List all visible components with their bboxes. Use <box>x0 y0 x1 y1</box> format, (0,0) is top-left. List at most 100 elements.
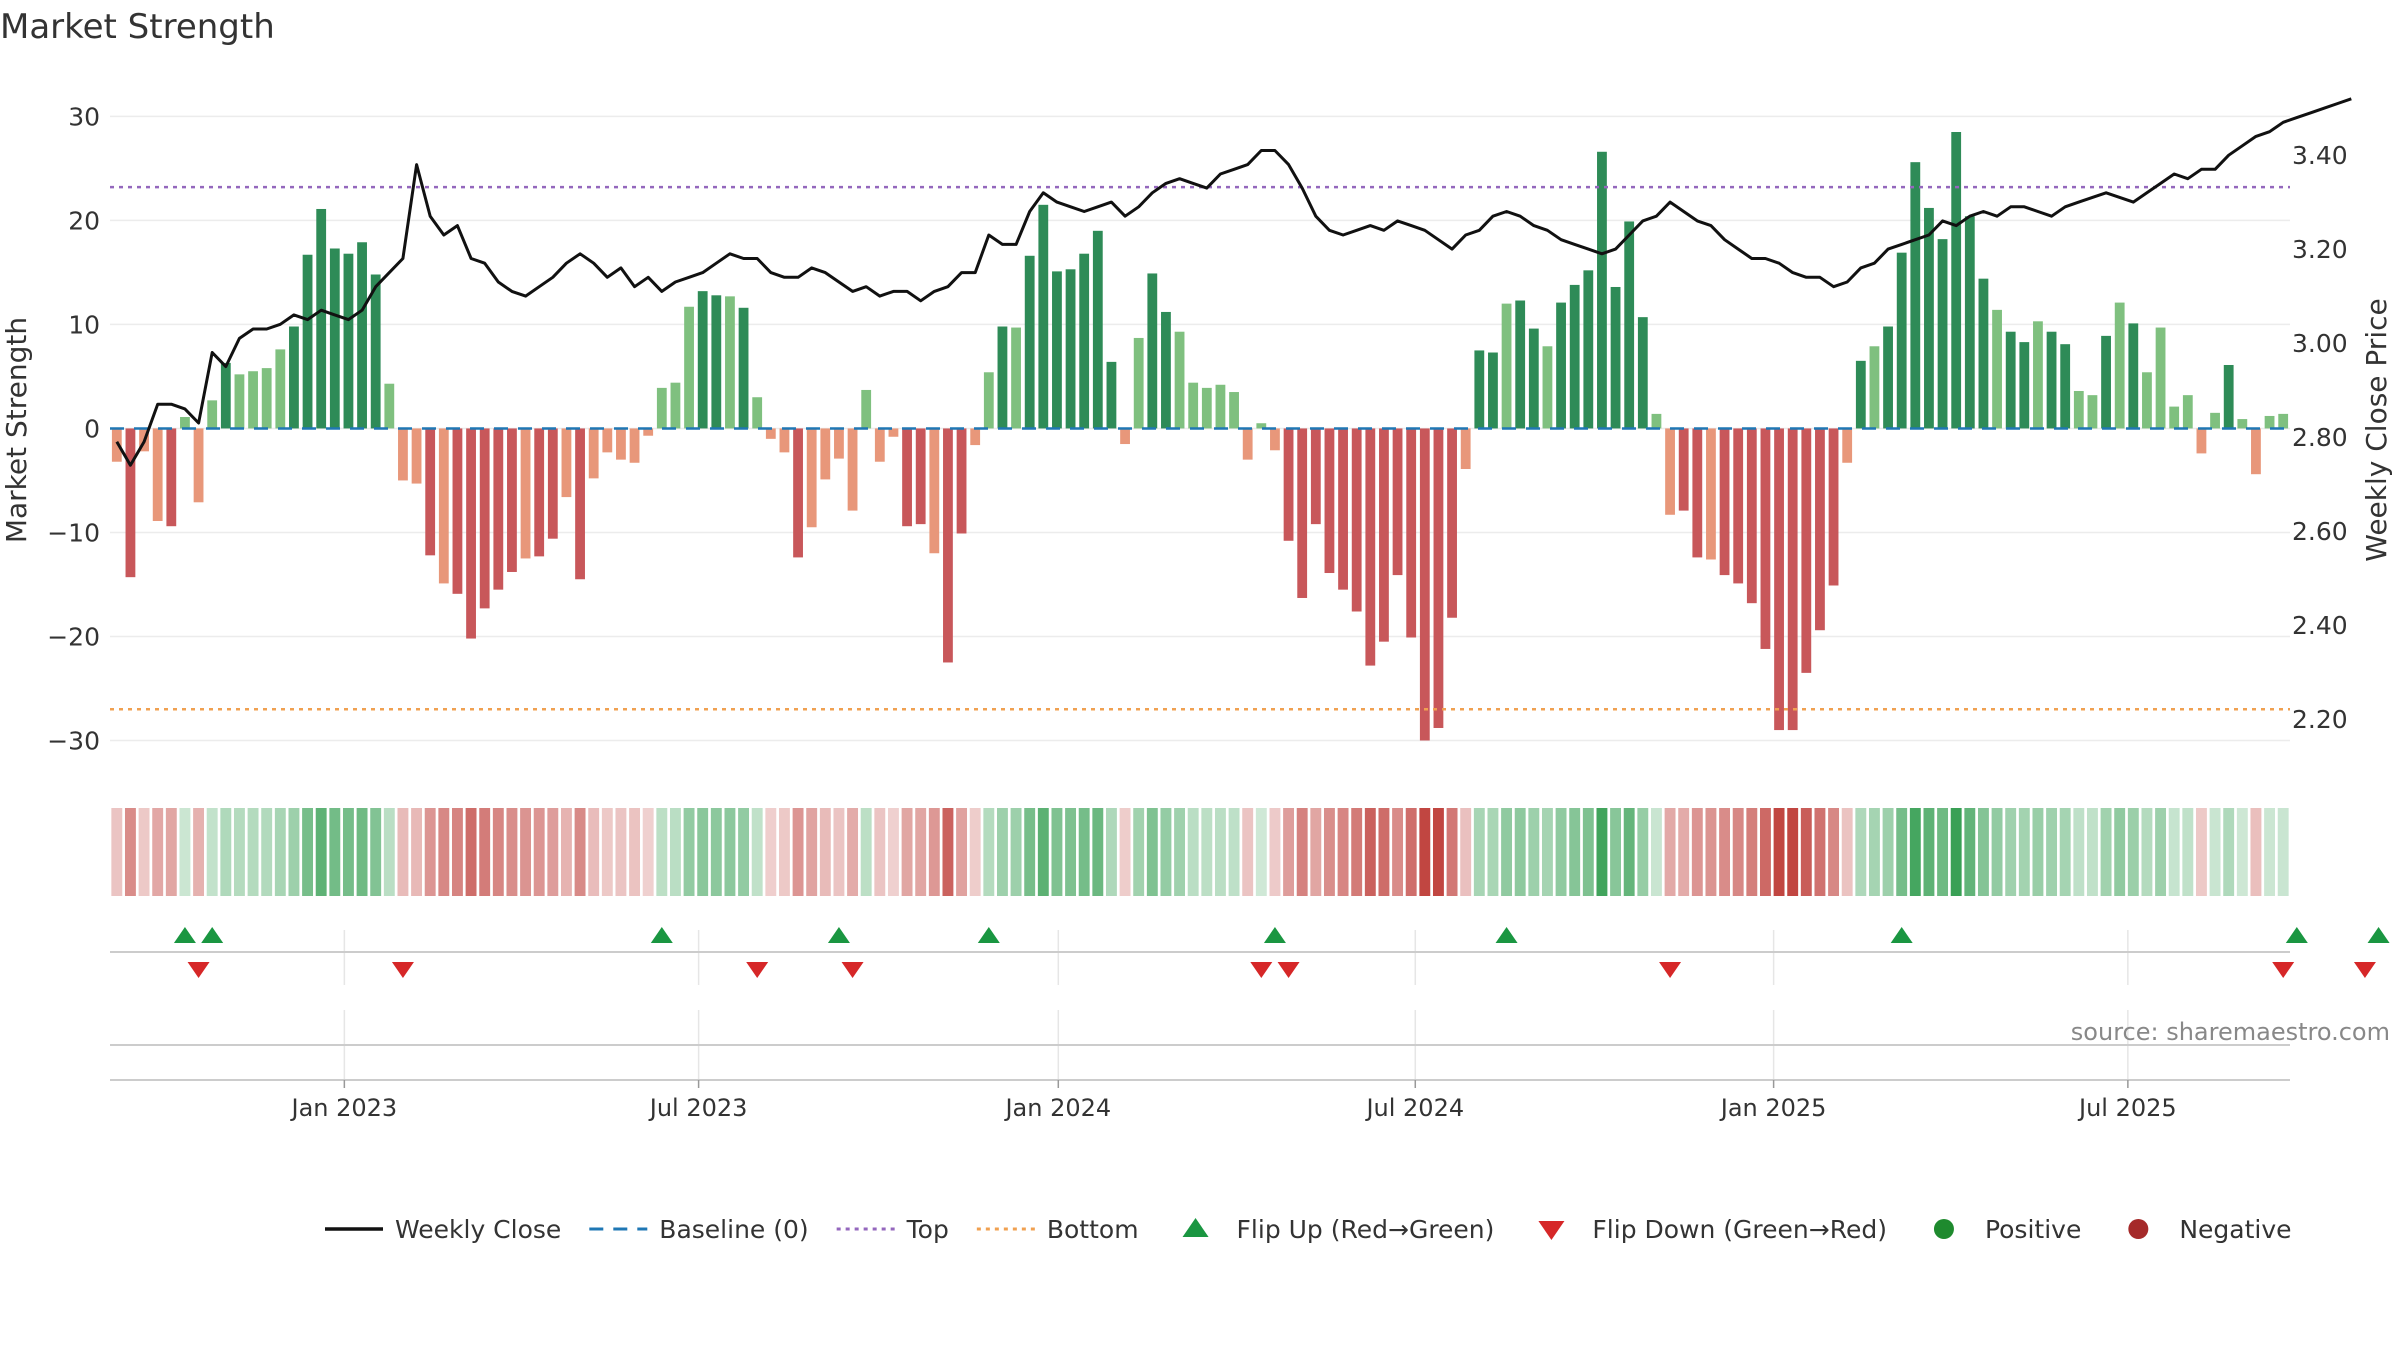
strength-bar <box>1297 428 1308 598</box>
strength-bar <box>1910 162 1921 429</box>
strength-bar <box>316 208 327 429</box>
heat-cell <box>1119 808 1131 896</box>
strength-bar <box>1256 423 1267 429</box>
strength-bar <box>929 428 940 554</box>
strength-bar <box>207 400 218 429</box>
strength-bar <box>629 428 640 463</box>
heat-cell <box>1323 808 1335 896</box>
strength-bar <box>2169 406 2180 429</box>
heat-cell <box>1242 808 1254 896</box>
heat-cell <box>2223 808 2235 896</box>
heat-cell <box>1419 808 1431 896</box>
strength-bar <box>1760 428 1771 649</box>
legend-swatch-circle <box>1933 1219 1954 1239</box>
flip-up-marker <box>201 927 224 943</box>
legend-label: Flip Up (Red→Green) <box>1237 1215 1495 1244</box>
strength-bar <box>1883 326 1893 429</box>
heat-cell <box>1105 808 1117 896</box>
flip-up-marker <box>1263 927 1286 943</box>
heat-cell <box>1528 808 1540 896</box>
strength-bar <box>425 428 436 556</box>
strength-bar <box>2251 428 2261 475</box>
heat-cell <box>1773 808 1785 896</box>
strength-bar <box>1174 331 1185 429</box>
strength-bar <box>2019 342 2030 429</box>
flip-down-marker <box>1250 962 1273 978</box>
heat-cell <box>1582 808 1594 896</box>
strength-bar <box>1488 352 1498 429</box>
heat-cell <box>601 808 613 896</box>
heat-cell <box>1759 808 1771 896</box>
heat-cell <box>1405 808 1417 896</box>
strength-bar <box>1610 286 1621 429</box>
heat-cell <box>1255 808 1267 896</box>
heat-cell <box>2277 808 2289 896</box>
flip-down-marker <box>841 962 864 978</box>
heat-cell <box>2114 808 2126 896</box>
heat-cell <box>1337 808 1349 896</box>
strength-bar <box>384 383 395 429</box>
heat-cell <box>1228 808 1240 896</box>
heat-cell <box>1351 808 1363 896</box>
heat-cell <box>2141 808 2153 896</box>
heat-cell <box>1746 808 1758 896</box>
x-tick-label: Jul 2023 <box>648 1094 748 1122</box>
heat-cell <box>1691 808 1703 896</box>
heat-cell <box>1187 808 1199 896</box>
strength-bar <box>2005 331 2016 429</box>
strength-bar <box>493 428 504 590</box>
strength-bar <box>861 389 872 429</box>
strength-bar <box>561 428 572 498</box>
strength-bar <box>466 428 476 639</box>
strength-bar <box>248 371 258 429</box>
strength-bar <box>329 248 340 429</box>
heat-cell <box>124 808 136 896</box>
strength-bar <box>588 428 599 479</box>
strength-bar <box>1188 382 1199 429</box>
legend-label: Weekly Close <box>395 1215 561 1244</box>
heat-cell <box>697 808 709 896</box>
heat-cell <box>1569 808 1581 896</box>
strength-bar <box>1242 428 1253 460</box>
heat-cell <box>492 808 504 896</box>
heat-cell <box>1664 808 1676 896</box>
strength-bar <box>547 428 558 539</box>
strength-bar <box>1011 327 1021 429</box>
heat-cell <box>533 808 545 896</box>
heat-cell <box>220 808 232 896</box>
heat-cell <box>2264 808 2276 896</box>
strength-bar <box>411 428 422 484</box>
heat-cell <box>2046 808 2058 896</box>
strength-bar <box>738 307 749 429</box>
strength-bar <box>2128 323 2139 429</box>
strength-bar <box>1447 428 1457 618</box>
strength-bar <box>2237 419 2248 429</box>
strength-bar <box>1719 428 1730 576</box>
heat-cell <box>1610 808 1622 896</box>
heat-cell <box>138 808 150 896</box>
heat-cell <box>383 808 395 896</box>
left-tick-label: −10 <box>47 518 100 547</box>
strength-bar <box>2223 364 2234 429</box>
heat-cell <box>1623 808 1635 896</box>
strength-bar <box>943 428 953 663</box>
strength-bar <box>302 254 313 429</box>
strength-bar <box>1774 428 1784 731</box>
strength-bar <box>2087 395 2098 429</box>
strength-bar <box>1733 428 1744 584</box>
strength-bar <box>1310 428 1321 525</box>
strength-bar <box>2142 372 2152 429</box>
strength-bar <box>874 428 885 462</box>
strength-bar <box>616 428 626 460</box>
source-credit: source: sharemaestro.com <box>2071 1018 2390 1046</box>
right-tick-label: 3.40 <box>2292 141 2348 170</box>
strength-bar <box>2264 415 2275 429</box>
legend-label: Top <box>906 1215 949 1244</box>
left-tick-label: 20 <box>68 206 100 235</box>
heat-cell <box>2168 808 2180 896</box>
heat-cell <box>274 808 286 896</box>
strength-bar <box>1597 151 1607 429</box>
heat-cell <box>2059 808 2071 896</box>
heat-cell <box>956 808 968 896</box>
heat-cell <box>1051 808 1063 896</box>
